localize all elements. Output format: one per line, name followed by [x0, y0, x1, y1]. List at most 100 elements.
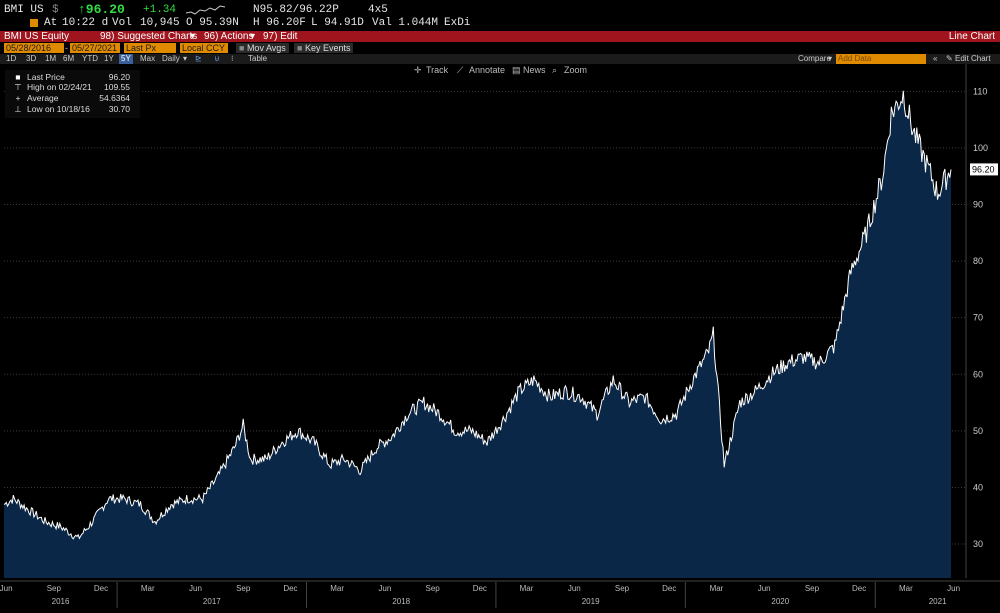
- range-1d[interactable]: 1D: [6, 54, 17, 63]
- average-marker-icon: +: [15, 93, 21, 103]
- x-year-label: 2016: [52, 597, 70, 606]
- range-ytd[interactable]: YTD: [82, 54, 98, 63]
- function-header: BMI US Equity 98) Suggested Charts ▾ 96)…: [0, 31, 1000, 42]
- compare-label[interactable]: Compare: [798, 54, 831, 63]
- mov-avgs-toggle[interactable]: ■ Mov Avgs: [236, 43, 289, 53]
- volume-label: Vol: [112, 17, 132, 29]
- last-price-marker: 96.20: [970, 163, 998, 176]
- last-price: ↑96.20: [78, 2, 125, 17]
- x-month-label: Jun: [568, 584, 581, 593]
- price-area: [4, 90, 951, 579]
- x-month-label: Jun: [378, 584, 391, 593]
- menu-arrow-icon: ▾: [250, 31, 256, 42]
- x-month-label: Mar: [710, 584, 724, 593]
- low-marker-icon: ⊥: [14, 104, 22, 114]
- y-tick-label: 90: [973, 200, 983, 210]
- status-square-icon: [30, 19, 38, 31]
- chart-type-label: Line Chart: [948, 31, 995, 42]
- more-icon[interactable]: ⁝: [231, 54, 234, 63]
- legend-average-value: 54.6364: [99, 93, 130, 103]
- x-axis: Jun Sep Dec Mar Jun Sep Dec Mar Jun Sep Dec Mar Jun S…: [0, 580, 1000, 608]
- legend-high-value: 109.55: [104, 82, 130, 92]
- annotate-button[interactable]: Annotate: [469, 65, 506, 75]
- last-price-marker-label: 96.20: [972, 164, 995, 174]
- security-name[interactable]: BMI US Equity: [4, 31, 70, 42]
- x-month-label: Jun: [758, 584, 771, 593]
- quote-line-2: At 10:22 d Vol 10,945 O 95.39N H 96.20F …: [0, 17, 1000, 31]
- x-month-label: Dec: [283, 584, 297, 593]
- mov-avgs-label: Mov Avgs: [246, 43, 286, 53]
- zoom-button[interactable]: Zoom: [564, 65, 588, 75]
- table-button[interactable]: Table: [248, 54, 268, 63]
- checkbox-icon: ■: [239, 43, 247, 53]
- x-month-label: Mar: [899, 584, 913, 593]
- legend-last-price: ■ Last Price 96.20: [5, 72, 140, 82]
- range-3d[interactable]: 3D: [26, 54, 37, 63]
- bar-chart-icon[interactable]: ⊍: [214, 54, 220, 63]
- checkbox-icon: ■: [297, 43, 305, 53]
- collapse-icon[interactable]: «: [933, 54, 938, 63]
- x-month-label: Mar: [141, 584, 155, 593]
- x-month-label: Dec: [473, 584, 487, 593]
- x-month-label: Mar: [520, 584, 534, 593]
- x-month-label: Jun: [189, 584, 202, 593]
- y-tick-label: 50: [973, 426, 983, 436]
- annotate-icon[interactable]: ⟋: [457, 65, 464, 75]
- edit-chart-button[interactable]: Edit Chart: [955, 54, 991, 63]
- x-month-label: Sep: [47, 584, 62, 593]
- price-field-select[interactable]: Last Px: [124, 43, 176, 53]
- sparkline-icon: [185, 4, 226, 20]
- x-year-label: 2019: [582, 597, 600, 606]
- y-tick-label: 60: [973, 369, 983, 379]
- y-tick-label: 40: [973, 482, 983, 492]
- edit-chart-icon[interactable]: ✎: [946, 54, 953, 63]
- start-date-field[interactable]: 05/28/2016: [4, 43, 64, 53]
- zoom-icon[interactable]: ⌕: [552, 65, 558, 75]
- range-row: 1D 3D 1M 6M YTD 1Y 5Y Max Daily ▾ ⊵ ⊍ ⁝ …: [0, 54, 1000, 64]
- track-button[interactable]: Track: [426, 65, 449, 75]
- currency-select[interactable]: Local CCY: [180, 43, 228, 53]
- range-6m[interactable]: 6M: [63, 54, 75, 63]
- x-month-label: Jun: [0, 584, 13, 593]
- ticker[interactable]: BMI US: [4, 4, 44, 16]
- end-date-field[interactable]: 05/27/2021: [70, 43, 120, 53]
- range-1y[interactable]: 1Y: [104, 54, 114, 63]
- menu-arrow-icon: ▾: [190, 31, 196, 42]
- add-data-input[interactable]: Add Data: [836, 54, 926, 64]
- y-tick-label: 110: [973, 86, 987, 96]
- y-tick-label: 80: [973, 256, 983, 266]
- track-icon[interactable]: ✛: [414, 65, 422, 75]
- legend-panel: ■ Last Price 96.20 ⊤ High on 02/24/21 10…: [5, 70, 140, 118]
- x-month-label: Sep: [425, 584, 440, 593]
- range-1m[interactable]: 1M: [45, 54, 57, 63]
- news-icon[interactable]: ▤: [512, 65, 521, 75]
- x-year-label: 2018: [392, 597, 410, 606]
- range-max[interactable]: Max: [140, 54, 156, 63]
- news-button[interactable]: News: [523, 65, 546, 75]
- legend-last-price-value: 96.20: [108, 72, 130, 82]
- currency-icon: $: [52, 4, 59, 16]
- low-price: L 94.91D: [311, 17, 364, 29]
- line-chart-icon[interactable]: ⊵: [195, 54, 202, 63]
- suggested-charts-menu[interactable]: 98) Suggested Charts: [100, 31, 198, 42]
- x-month-label: Sep: [615, 584, 630, 593]
- legend-high: ⊤ High on 02/24/21 109.55: [5, 82, 140, 92]
- at-label: At: [44, 17, 58, 29]
- y-axis: 30 40 50 60 70 80 90 100 110: [965, 64, 988, 578]
- range-5y[interactable]: 5Y: [119, 54, 133, 64]
- frequency-select[interactable]: Daily: [162, 54, 180, 63]
- edit-menu[interactable]: 97) Edit: [263, 31, 298, 42]
- x-month-label: Sep: [236, 584, 251, 593]
- x-month-label: Mar: [330, 584, 344, 593]
- legend-average-label: Average: [27, 93, 59, 103]
- price-line: [3, 90, 952, 540]
- key-events-toggle[interactable]: ■ Key Events: [294, 43, 354, 53]
- price-chart[interactable]: 30 40 50 60 70 80 90 100 110 Jun Sep Dec Mar Jun Sep D…: [0, 64, 1000, 613]
- legend-high-label: High on 02/24/21: [27, 82, 92, 92]
- traded-value: Val 1.044M: [372, 17, 439, 29]
- actions-menu[interactable]: 96) Actions: [204, 31, 254, 42]
- menu-arrow-icon: ▾: [183, 54, 188, 63]
- menu-arrow-icon: ▾: [828, 54, 833, 63]
- high-marker-icon: ⊤: [14, 82, 22, 92]
- quote-line-1: BMI US $ ↑96.20 +1.34 N95.82/96.22P 4x5: [0, 2, 1000, 20]
